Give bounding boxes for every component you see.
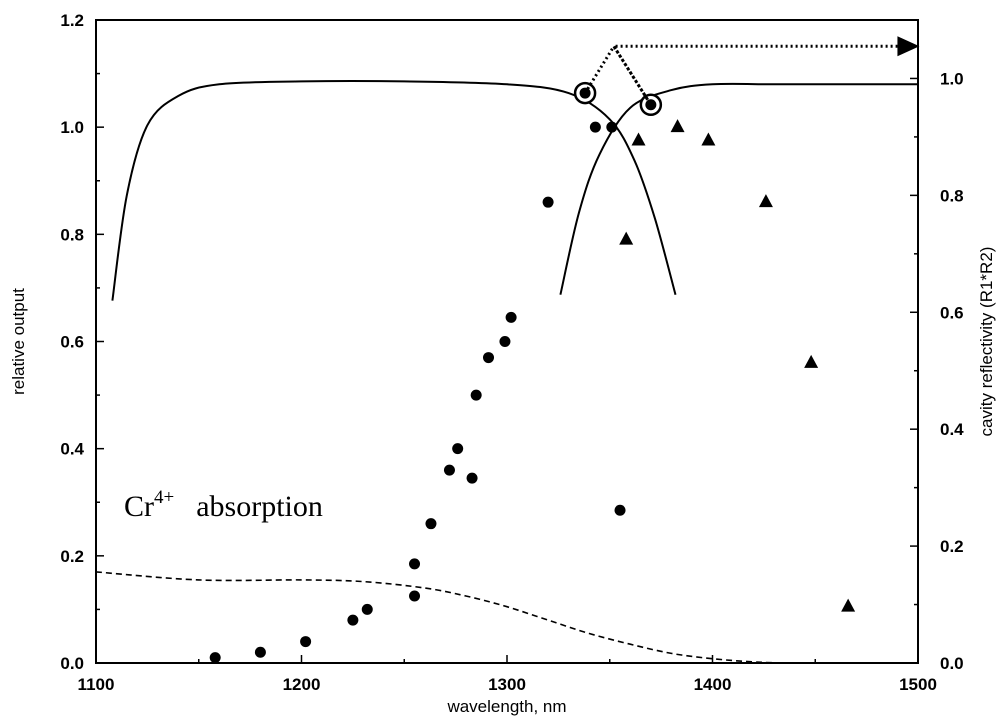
data-point-circle: [409, 590, 421, 602]
y2-tick-label: 0.2: [940, 537, 964, 556]
data-point-circle: [347, 614, 359, 626]
data-point-triangle: [804, 354, 819, 368]
y2-tick-label: 0.6: [940, 303, 964, 322]
data-point-circle: [542, 196, 554, 208]
data-point-circle: [425, 518, 437, 530]
data-point-triangle: [841, 598, 856, 612]
arrow-head: [897, 36, 920, 57]
dotted-arrow-line: [583, 43, 898, 106]
y2-tick-label: 0.8: [940, 186, 964, 205]
y-tick-label: 0.8: [60, 225, 84, 244]
data-point-circle: [614, 504, 626, 516]
data-point-triangle: [670, 119, 685, 133]
y2-axis-label: cavity reflectivity (R1*R2): [977, 247, 996, 437]
cr4-absorption-annotation: Cr4+ absorption: [124, 487, 323, 523]
data-point-circle: [361, 603, 373, 615]
y2-tick-label: 0.4: [940, 420, 964, 439]
labels: wavelength, nm relative output cavity re…: [9, 247, 996, 716]
y-tick-label: 0.4: [60, 440, 84, 459]
reflectivity-curve: [559, 82, 918, 295]
x-tick-label: 1100: [78, 675, 115, 694]
y-tick-label: 0.0: [60, 654, 84, 673]
x-tick-label: 1500: [899, 675, 937, 694]
y-tick-label: 0.6: [60, 333, 84, 352]
series-layer: [95, 36, 920, 664]
data-point-circle: [209, 652, 221, 664]
data-point-circle: [499, 336, 511, 347]
data-point-circle: [483, 352, 495, 364]
data-point-triangle: [631, 132, 646, 146]
ticks: 1100 1200 1300 1400 15000.00.20.40.60.81.01.…: [60, 11, 964, 694]
data-point-triangle: [619, 231, 634, 245]
data-point-circle: [409, 558, 421, 570]
data-point-circle: [589, 121, 601, 133]
y2-tick-label: 1.0: [940, 69, 964, 88]
y-tick-label: 0.2: [60, 547, 84, 566]
y-tick-label: 1.0: [60, 118, 84, 137]
reflectivity-curve: [111, 80, 677, 301]
crossing-marker-dot: [645, 99, 657, 111]
absorption-curve: [95, 571, 919, 664]
data-point-circle: [254, 646, 266, 658]
data-point-circle: [443, 464, 455, 476]
data-point-circle: [452, 443, 464, 455]
x-axis-label: wavelength, nm: [446, 697, 566, 716]
x-tick-label: 1400: [694, 675, 732, 694]
annotation-superscript: 4+: [154, 487, 174, 508]
x-tick-label: 1300: [488, 675, 526, 694]
annotation-text: absorption: [196, 490, 323, 523]
y-tick-label: 1.2: [60, 11, 84, 30]
x-tick-label: 1200: [283, 675, 321, 694]
data-point-circle: [470, 389, 482, 401]
annotation-base: Cr: [124, 490, 154, 523]
data-point-circle: [300, 636, 312, 648]
y2-tick-label: 0.0: [940, 654, 964, 673]
data-point-triangle: [701, 132, 716, 146]
y-axis-label: relative output: [9, 288, 28, 395]
data-point-circle: [505, 311, 517, 323]
data-point-circle: [466, 472, 478, 484]
data-point-triangle: [758, 194, 773, 208]
